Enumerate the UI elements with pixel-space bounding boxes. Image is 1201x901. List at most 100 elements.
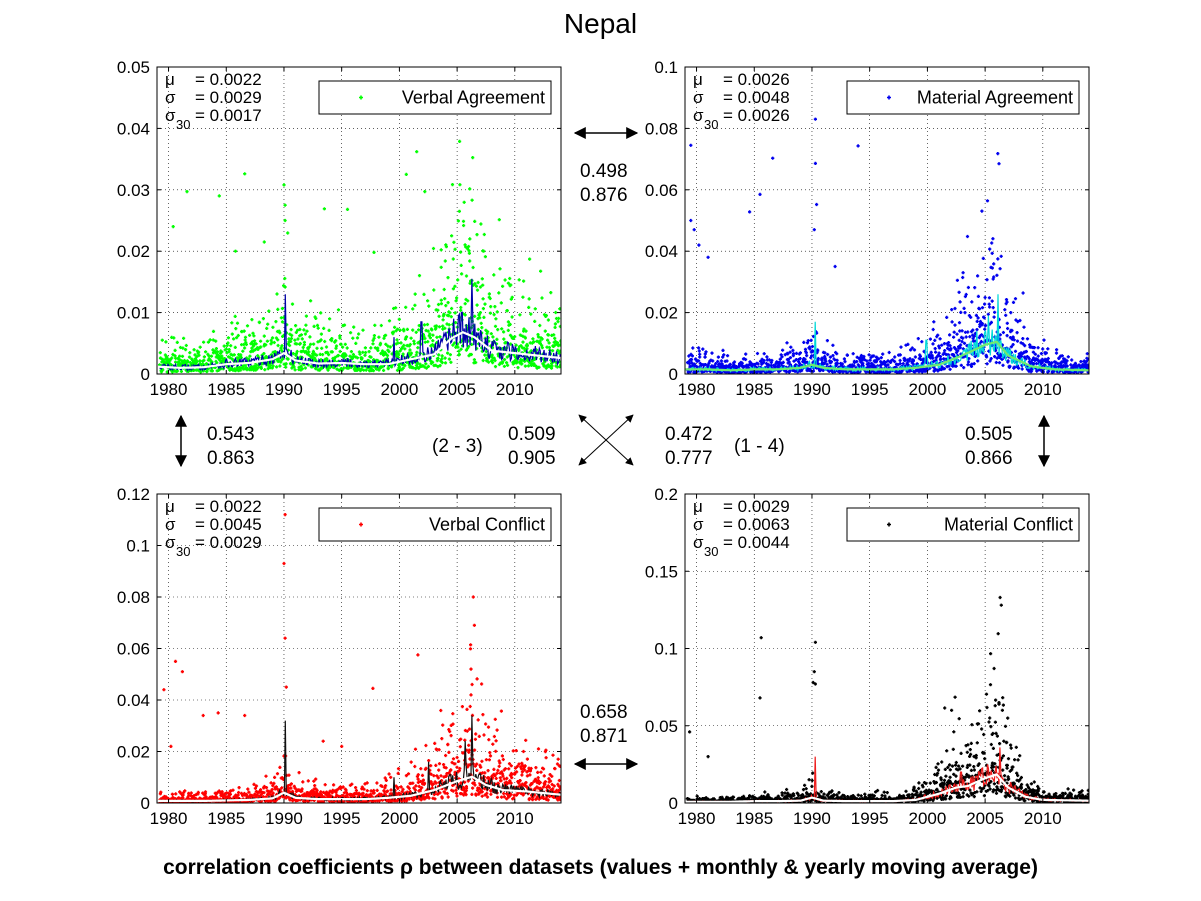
x-tick-label: 2010 (496, 809, 534, 828)
legend-label: Material Agreement (917, 88, 1073, 108)
yearly-moving-average (157, 330, 561, 370)
y-tick-label: 0.02 (117, 743, 150, 762)
x-tick-label: 1980 (150, 809, 188, 828)
x-tick-label: 1985 (735, 380, 773, 399)
x-tick-label: 2005 (438, 380, 476, 399)
stat-sigma-value: = 0.0045 (195, 515, 262, 534)
stat-sigma: σ (165, 88, 176, 107)
y-tick-label: 0.04 (117, 119, 150, 138)
stat-sigma30-subscript: 30 (704, 117, 718, 132)
stat-mu-value: = 0.0026 (723, 70, 790, 89)
y-tick-label: 0.04 (117, 691, 150, 710)
stat-mu-value: = 0.0029 (723, 497, 790, 516)
stat-sigma-value: = 0.0048 (723, 88, 790, 107)
legend-label: Verbal Agreement (402, 88, 545, 108)
yearly-moving-average (685, 340, 1089, 372)
stat-sigma: σ (165, 515, 176, 534)
corr-diag-14: 0.472 0.777 (665, 423, 713, 471)
legend-label: Verbal Conflict (429, 515, 545, 535)
stat-sigma30-subscript: 30 (176, 544, 190, 559)
stat-mu: μ (165, 70, 175, 89)
data-layer (685, 595, 1089, 803)
legend-box (318, 507, 552, 542)
corr-diag-14-value: 0.472 (665, 424, 713, 445)
plot-background (685, 67, 1089, 374)
x-tick-label: 1980 (678, 809, 716, 828)
panel-verbal-conflict: 1980 1985 1990 1995 2000 2005 2010 0 0.02 0.04 0.0… (117, 485, 562, 828)
x-tick-label: 2000 (908, 809, 946, 828)
legend-marker (359, 522, 363, 527)
y-tick-label: 0 (669, 365, 678, 384)
data-layer (685, 117, 1089, 374)
y-tick-label: 0.06 (645, 181, 678, 200)
y-tick-label: 0.02 (117, 242, 150, 261)
stat-sigma-value: = 0.0063 (723, 515, 790, 534)
x-tick-label: 2005 (966, 809, 1004, 828)
stat-sigma30: σ (165, 106, 176, 125)
x-tick-label: 2010 (1024, 809, 1062, 828)
y-tick-label: 0.06 (117, 640, 150, 659)
yearly-moving-average (157, 775, 561, 802)
stat-sigma-value: = 0.0029 (195, 88, 262, 107)
x-tick-label: 1990 (793, 380, 831, 399)
corr-diag-23-ma: 0.905 (508, 448, 556, 469)
stat-sigma30-value: = 0.0044 (723, 533, 790, 552)
corr-diag-14-ma: 0.777 (665, 448, 713, 469)
y-tick-label: 0 (141, 794, 150, 813)
corr-right-ma: 0.866 (965, 448, 1013, 469)
corr-left-ma: 0.863 (207, 448, 255, 469)
panel-material-conflict: 1980 1985 1990 1995 2000 2005 2010 0 0.05 0.1 0.15… (645, 485, 1090, 828)
corr-left-value: 0.543 (207, 424, 255, 445)
x-tick-label: 2005 (966, 380, 1004, 399)
x-tick-label: 1990 (265, 380, 303, 399)
corr-diag-23-value: 0.509 (508, 424, 556, 445)
plot-frame (684, 66, 1090, 375)
stat-sigma: σ (693, 515, 704, 534)
panel-material-agreement: 1980 1985 1990 1995 2000 2005 2010 0 0.02 0.04 0.0… (645, 58, 1090, 399)
x-tick-label: 2000 (380, 809, 418, 828)
y-tick-label: 0.04 (645, 242, 678, 261)
panel-verbal-agreement: 1980 1985 1990 1995 2000 2005 2010 0 0.01 0.02 0.0… (117, 58, 562, 399)
y-tick-label: 0.05 (645, 717, 678, 736)
y-tick-label: 0.08 (117, 588, 150, 607)
scatter-points (158, 139, 561, 374)
corr-bottom-value: 0.658 (580, 702, 628, 723)
legend-box (846, 80, 1080, 115)
y-tick-label: 0.01 (117, 304, 150, 323)
y-tick-label: 0.1 (654, 58, 678, 77)
y-tick-label: 0 (669, 794, 678, 813)
stat-sigma30-subscript: 30 (176, 117, 190, 132)
figure-title: Nepal (563, 8, 638, 39)
x-tick-label: 1980 (678, 380, 716, 399)
legend-label: Material Conflict (944, 515, 1073, 535)
x-tick-label: 2000 (908, 380, 946, 399)
plot-background (157, 67, 561, 374)
corr-diag-23: 0.509 0.905 (508, 423, 556, 471)
corr-right: 0.505 0.866 (965, 423, 1013, 471)
x-tick-label: 1980 (150, 380, 188, 399)
stat-sigma30-value: = 0.0029 (195, 533, 262, 552)
stat-sigma30: σ (693, 106, 704, 125)
stat-mu-value: = 0.0022 (195, 70, 262, 89)
y-tick-label: 0.03 (117, 181, 150, 200)
legend-box (318, 80, 552, 115)
corr-right-value: 0.505 (965, 424, 1013, 445)
x-tick-label: 1985 (735, 809, 773, 828)
legend-marker (887, 95, 891, 100)
x-tick-label: 1985 (207, 380, 245, 399)
yearly-moving-average (685, 773, 1089, 803)
stat-mu: μ (693, 70, 703, 89)
stat-sigma: σ (693, 88, 704, 107)
corr-bottom: 0.658 0.871 (580, 701, 628, 749)
legend-box (846, 507, 1080, 542)
stat-sigma30-value: = 0.0017 (195, 106, 262, 125)
x-tick-label: 1990 (793, 809, 831, 828)
x-tick-label: 2010 (1024, 380, 1062, 399)
stat-sigma30: σ (693, 533, 704, 552)
legend-marker (359, 95, 363, 100)
corr-top-value: 0.498 (580, 161, 628, 182)
x-tick-label: 2005 (438, 809, 476, 828)
x-tick-label: 1995 (851, 380, 889, 399)
arrow-diag-b (578, 414, 634, 466)
